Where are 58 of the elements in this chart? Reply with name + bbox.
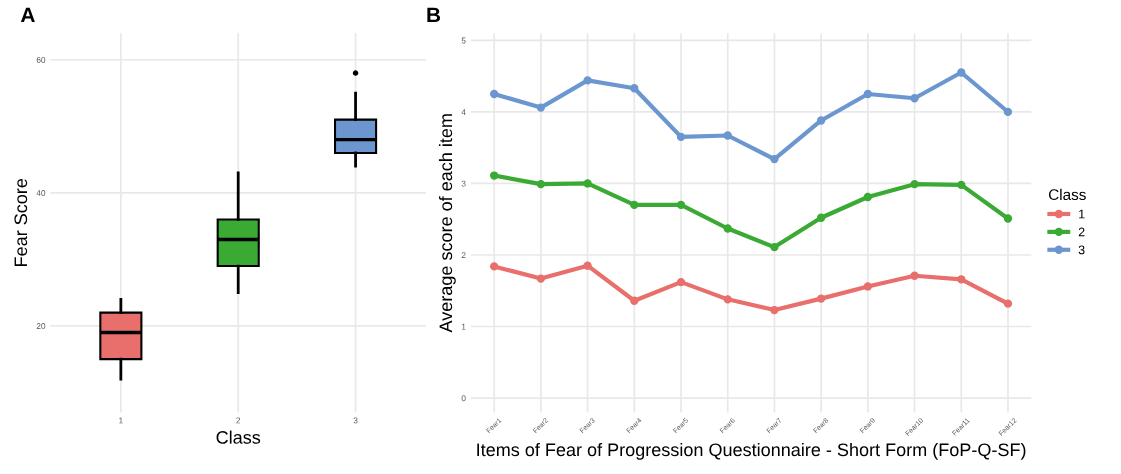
point [816,116,826,125]
point [910,94,919,103]
point [770,305,779,315]
point [863,282,873,291]
point [676,132,686,142]
y-tick-label: 60 [36,56,46,63]
chart-title: A [20,7,35,23]
point [910,271,919,280]
point [536,103,546,112]
y-tick-label: 20 [36,323,46,329]
y-tick-label: 1 [461,323,466,330]
point [770,242,779,252]
point [816,213,826,222]
point [957,68,966,77]
y-axis-title: Fear Score [14,178,28,266]
point [1003,299,1013,308]
legend-label: 1 [1079,209,1085,219]
y-tick-label: 2 [461,252,466,258]
y-axis-title: Average score of each item [438,114,456,333]
point [676,277,686,287]
point [630,200,639,210]
point [723,295,732,304]
x-axis-title: Items of Fear of Progression Questionnaire - Short Form (FoP-Q-SF) [477,442,1026,460]
point [863,89,873,99]
point [630,84,639,93]
x-tick-label: 2 [236,417,241,424]
point [723,131,732,140]
y-tick-label: 40 [36,190,46,196]
x-tick-label: 1 [119,417,123,424]
point [1003,214,1013,223]
y-tick-label: 4 [461,109,466,115]
point [863,192,873,202]
chart-title: B [427,7,441,23]
point [957,180,966,190]
x-tick-label: 3 [353,417,358,424]
point [536,274,546,283]
point [816,294,826,303]
point [910,179,919,189]
y-tick-label: 3 [461,180,466,187]
point [536,179,546,189]
point [1003,107,1013,117]
legend-label: 2 [1078,227,1085,237]
point [630,296,639,305]
y-tick-label: 5 [461,37,466,44]
x-axis-title: Class [216,430,261,444]
point [957,275,966,284]
point [490,89,499,99]
y-tick-label: 0 [461,395,466,402]
point [723,224,732,233]
point [583,261,592,270]
point [676,200,686,210]
point [583,76,592,85]
point [490,262,499,271]
legend-title: Class [1048,188,1086,201]
point [770,154,779,164]
legend-label: 3 [1078,245,1085,255]
point [583,179,592,188]
point [490,171,499,180]
